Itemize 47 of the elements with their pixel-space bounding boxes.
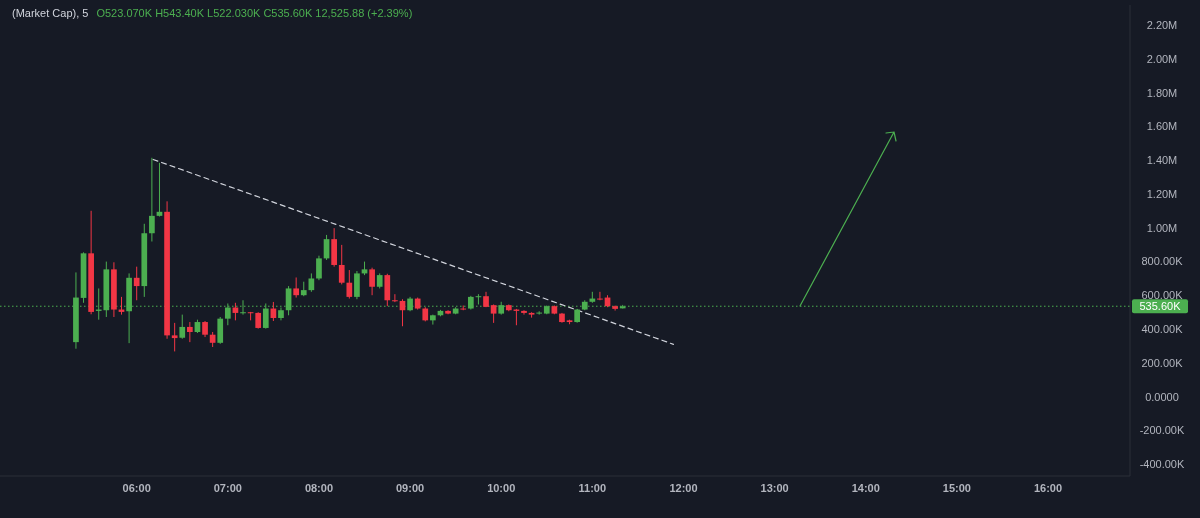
candlestick — [308, 272, 315, 293]
y-tick-label: 1.00M — [1146, 221, 1178, 234]
candlestick — [149, 157, 155, 243]
x-tick-label: 07:00 — [213, 481, 242, 494]
y-tick-label: 800.00K — [1141, 255, 1184, 268]
y-tick-label: 1.40M — [1146, 154, 1178, 167]
x-tick-label: 16:00 — [1033, 481, 1063, 494]
candlestick — [346, 269, 353, 300]
y-tick-label: -200.00K — [1139, 424, 1185, 437]
y-tick-label: 400.00K — [1141, 322, 1184, 335]
candlestick — [490, 303, 497, 324]
x-tick-label: 06:00 — [122, 481, 151, 494]
candlestick — [354, 270, 360, 300]
chart-title: (Market Cap), 5 — [12, 7, 89, 19]
candlestick — [187, 321, 193, 343]
x-tick-label: 09:00 — [396, 481, 425, 494]
candlestick — [338, 244, 345, 285]
annotation: O523.070K H543.40K L522.030K C535.60K 12,525.88 (+2.39%) — [96, 7, 413, 19]
x-tick-label: 13:00 — [760, 481, 789, 494]
ref-line-label: 535.60K — [1139, 300, 1182, 313]
candlestick — [392, 293, 398, 303]
y-tick-label: 200.00K — [1141, 356, 1184, 369]
candlestick — [612, 304, 618, 312]
candlestick — [536, 310, 543, 316]
x-tick-label: 14:00 — [851, 481, 880, 494]
x-tick-label: 10:00 — [487, 481, 516, 494]
candlestick — [133, 266, 140, 301]
y-tick-label: 1.80M — [1146, 86, 1178, 99]
candlestick — [597, 291, 603, 301]
candlestick — [171, 322, 178, 352]
y-tick-label: 1.60M — [1146, 120, 1178, 133]
candlestick — [316, 255, 322, 281]
y-tick-label: 2.20M — [1146, 19, 1178, 32]
candlestick — [179, 314, 186, 340]
x-tick-label: 15:00 — [942, 481, 971, 494]
x-tick-label: 08:00 — [304, 481, 334, 494]
y-tick-label: 2.00M — [1146, 52, 1178, 65]
y-tick-label: -400.00K — [1139, 458, 1185, 471]
x-tick-label: 11:00 — [578, 481, 607, 494]
y-tick-label: 0.0000 — [1145, 390, 1179, 403]
candlestick — [521, 309, 527, 316]
candlestick — [293, 276, 300, 299]
candlestick — [430, 314, 436, 326]
y-tick-label: 1.20M — [1146, 187, 1178, 200]
x-tick-label: 12:00 — [669, 481, 698, 494]
y-tick-label: 600.00K — [1141, 289, 1184, 302]
candlestick — [369, 267, 375, 296]
